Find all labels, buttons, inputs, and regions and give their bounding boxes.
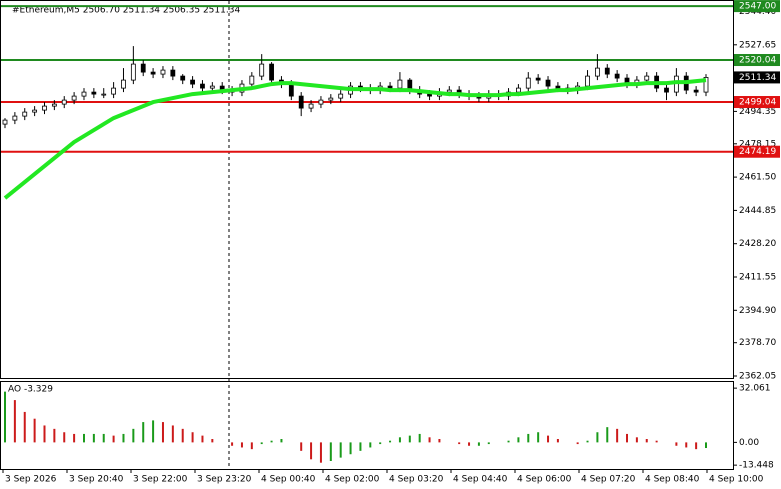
candle-body [664, 87, 669, 93]
candle-body [555, 85, 561, 89]
candle-body [288, 83, 294, 97]
candle-body [121, 79, 126, 89]
candle-body [22, 111, 28, 117]
candle-body [160, 69, 166, 75]
level-label: 2474.19 [739, 147, 776, 157]
x-tick-label: 4 Sep 10:00 [709, 475, 764, 485]
candle-body [693, 89, 699, 93]
x-tick-label: 3 Sep 20:40 [69, 475, 124, 485]
y-tick-label: 2461.50 [739, 173, 776, 183]
candle-body [200, 83, 205, 89]
candle-body [545, 79, 551, 87]
candle-body [170, 69, 176, 77]
candle-body [594, 67, 600, 77]
y-tick-label: 0.00 [739, 438, 759, 448]
x-tick-label: 4 Sep 08:40 [645, 475, 700, 485]
candle-body [318, 99, 324, 105]
candle-body [298, 95, 304, 109]
candle-body [209, 85, 215, 89]
level-label: 2499.04 [739, 98, 776, 108]
candle-body [397, 79, 403, 89]
current-price-label: 2511.34 [739, 73, 776, 83]
x-tick-label: 3 Sep 2026 [5, 475, 57, 485]
candle-body [516, 87, 521, 93]
candle-body [614, 73, 620, 79]
candle-body [328, 97, 334, 101]
candle-body [81, 91, 87, 97]
candle-body [259, 63, 265, 77]
candle-body [190, 79, 195, 85]
level-label: 2520.04 [739, 56, 776, 66]
candle-body [91, 91, 97, 95]
x-tick-label: 4 Sep 07:20 [581, 475, 636, 485]
candle-body [585, 75, 590, 87]
candle-body [32, 109, 38, 113]
candle-body [446, 89, 452, 93]
candle-body [61, 99, 67, 105]
x-tick-label: 3 Sep 22:00 [133, 475, 188, 485]
candle-body [427, 93, 432, 97]
candle-body [42, 105, 47, 111]
y-tick-label: 2411.55 [739, 273, 776, 283]
candle-body [535, 77, 541, 81]
candle-body [525, 77, 531, 89]
candle-body [703, 77, 709, 93]
candle-body [140, 63, 146, 73]
candle-body [130, 63, 136, 81]
y-tick-label: 2428.20 [739, 239, 776, 249]
y-tick-label: 2362.05 [739, 372, 776, 382]
candle-body [12, 115, 18, 121]
candle-body [101, 93, 107, 96]
y-tick-label: 2494.35 [739, 107, 776, 117]
candle-body [2, 119, 8, 125]
x-tick-label: 4 Sep 04:40 [453, 475, 508, 485]
chart-title: #Ethereum,M5 2506.70 2511.34 2506.35 251… [12, 6, 240, 16]
x-tick-label: 4 Sep 06:00 [517, 475, 572, 485]
candle-body [338, 93, 344, 99]
x-tick-label: 3 Sep 23:20 [197, 475, 252, 485]
x-tick-label: 4 Sep 02:00 [325, 475, 380, 485]
x-tick-label: 4 Sep 00:40 [261, 475, 316, 485]
level-label-box [734, 96, 780, 109]
y-tick-label: 2444.85 [739, 206, 776, 216]
candle-body [51, 103, 57, 107]
candle-body [180, 75, 186, 81]
candle-body [249, 75, 255, 85]
x-tick-label: 4 Sep 03:20 [389, 475, 444, 485]
candle-body [269, 63, 274, 81]
level-label-box [734, 54, 780, 67]
candle-body [150, 71, 156, 75]
level-label-box [734, 145, 780, 158]
y-tick-label: 2394.90 [739, 306, 776, 316]
candle-body [71, 95, 77, 101]
y-tick-label: 32.061 [739, 384, 771, 394]
main-panel [0, 0, 734, 379]
level-label-box [734, 0, 780, 13]
y-tick-label: 2527.65 [739, 40, 776, 50]
y-tick-label: 2478.15 [739, 139, 776, 149]
candle-body [644, 75, 650, 81]
ao-panel [0, 381, 734, 470]
y-tick-label: 2378.70 [739, 338, 776, 348]
current-price-box [734, 71, 780, 84]
candle-body [111, 87, 117, 95]
moving-average [3, 78, 707, 200]
candle-body [308, 103, 314, 109]
level-label: 2547.00 [739, 2, 776, 12]
y-tick-label: -13.448 [739, 461, 774, 471]
ao-title: AO -3.329 [8, 385, 53, 395]
candle-body [387, 85, 393, 89]
candle-body [604, 67, 610, 75]
